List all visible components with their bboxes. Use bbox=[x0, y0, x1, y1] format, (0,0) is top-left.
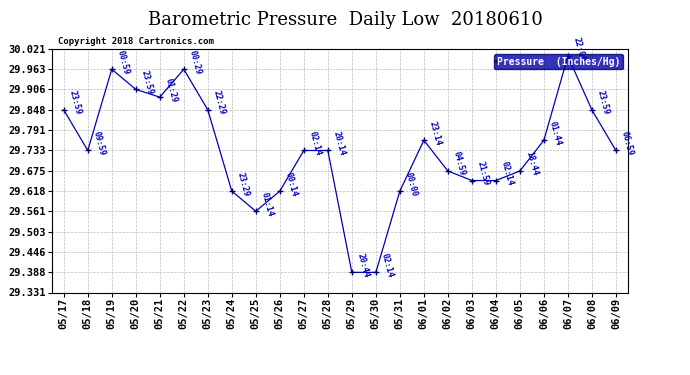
Pressure  (Inches/Hg) bbox=[179, 67, 188, 72]
Legend: Pressure  (Inches/Hg): Pressure (Inches/Hg) bbox=[494, 54, 623, 69]
Line: Pressure  (Inches/Hg): Pressure (Inches/Hg) bbox=[61, 53, 619, 275]
Pressure  (Inches/Hg) bbox=[204, 108, 212, 112]
Text: 09:59: 09:59 bbox=[92, 130, 107, 157]
Text: 20:44: 20:44 bbox=[356, 252, 371, 279]
Pressure  (Inches/Hg) bbox=[276, 189, 284, 194]
Text: 02:14: 02:14 bbox=[500, 160, 515, 187]
Pressure  (Inches/Hg) bbox=[252, 209, 260, 213]
Text: 00:00: 00:00 bbox=[404, 171, 419, 197]
Text: 04:59: 04:59 bbox=[452, 151, 467, 177]
Pressure  (Inches/Hg) bbox=[444, 169, 452, 173]
Pressure  (Inches/Hg) bbox=[372, 270, 380, 274]
Text: 23:59: 23:59 bbox=[68, 90, 83, 116]
Text: Copyright 2018 Cartronics.com: Copyright 2018 Cartronics.com bbox=[57, 38, 213, 46]
Text: 00:29: 00:29 bbox=[188, 49, 203, 75]
Text: Barometric Pressure  Daily Low  20180610: Barometric Pressure Daily Low 20180610 bbox=[148, 11, 542, 29]
Text: 00:59: 00:59 bbox=[116, 49, 131, 75]
Pressure  (Inches/Hg) bbox=[612, 148, 620, 153]
Pressure  (Inches/Hg) bbox=[156, 95, 164, 99]
Pressure  (Inches/Hg) bbox=[299, 148, 308, 153]
Pressure  (Inches/Hg) bbox=[420, 138, 428, 142]
Pressure  (Inches/Hg) bbox=[564, 54, 572, 58]
Pressure  (Inches/Hg) bbox=[468, 178, 476, 183]
Text: 01:44: 01:44 bbox=[548, 120, 563, 146]
Text: 01:14: 01:14 bbox=[260, 191, 275, 217]
Pressure  (Inches/Hg) bbox=[588, 108, 596, 112]
Pressure  (Inches/Hg) bbox=[324, 148, 332, 153]
Pressure  (Inches/Hg) bbox=[132, 87, 140, 92]
Text: 02:14: 02:14 bbox=[308, 130, 323, 157]
Pressure  (Inches/Hg) bbox=[348, 270, 356, 274]
Pressure  (Inches/Hg) bbox=[108, 67, 116, 72]
Text: 02:14: 02:14 bbox=[380, 252, 395, 279]
Text: 00:14: 00:14 bbox=[284, 171, 299, 197]
Text: 23:14: 23:14 bbox=[428, 120, 443, 146]
Text: 06:59: 06:59 bbox=[620, 130, 635, 157]
Text: 20:14: 20:14 bbox=[332, 130, 347, 157]
Text: 01:29: 01:29 bbox=[164, 77, 179, 104]
Text: 22:00: 22:00 bbox=[572, 36, 587, 62]
Text: 21:59: 21:59 bbox=[476, 160, 491, 187]
Pressure  (Inches/Hg) bbox=[540, 138, 548, 142]
Text: 23:59: 23:59 bbox=[596, 90, 611, 116]
Pressure  (Inches/Hg) bbox=[515, 169, 524, 173]
Text: 22:29: 22:29 bbox=[212, 90, 227, 116]
Text: 23:59: 23:59 bbox=[140, 69, 155, 96]
Pressure  (Inches/Hg) bbox=[395, 189, 404, 194]
Pressure  (Inches/Hg) bbox=[492, 178, 500, 183]
Pressure  (Inches/Hg) bbox=[228, 189, 236, 194]
Text: 18:44: 18:44 bbox=[524, 151, 539, 177]
Pressure  (Inches/Hg) bbox=[83, 148, 92, 153]
Pressure  (Inches/Hg) bbox=[59, 108, 68, 112]
Text: 23:29: 23:29 bbox=[236, 171, 251, 197]
